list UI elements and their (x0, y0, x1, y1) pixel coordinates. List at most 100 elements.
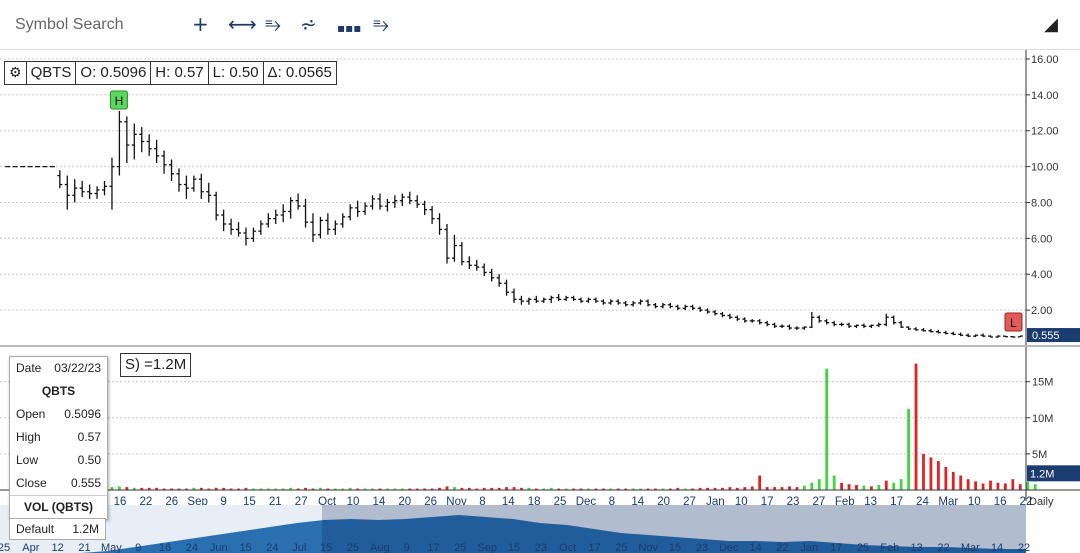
ohlc-bar (213, 191, 219, 221)
ohlc-bar (928, 328, 934, 333)
price-volume-chart[interactable]: 16.00 14.00 12.00 10.00 8.00 6.00 4.00 2.00 0.55… (0, 50, 1080, 553)
volume-bar (147, 487, 151, 490)
default-value: 1.2M (72, 522, 99, 536)
eraser-icon[interactable]: ◢ (1044, 14, 1058, 35)
ohlc-bar (451, 234, 457, 262)
ohlc-bar (131, 123, 137, 160)
volume-bar (594, 488, 598, 490)
navigator-label: 24 (266, 542, 278, 553)
ohlc-bar (407, 191, 413, 205)
ohlc-bar (764, 320, 770, 327)
date-tick-label: 8 (479, 496, 485, 508)
ray-tool-icon[interactable]: ⥱ (265, 12, 281, 36)
gear-icon[interactable]: ⚙ (4, 61, 27, 85)
dashes-tool-icon[interactable]: ▪▪▪ (337, 21, 362, 35)
volume-bar (482, 487, 486, 490)
volume-bar (817, 479, 821, 490)
close-value: 0.555 (70, 476, 101, 490)
ohlc-bar (489, 268, 495, 282)
last-price-box (1027, 328, 1080, 343)
ohlc-bar (697, 306, 703, 312)
ohlc-bar (615, 299, 621, 305)
last-volume-label: 1.2M (1030, 468, 1054, 480)
ohlc-bar (816, 315, 822, 323)
volume-bar (199, 487, 203, 490)
ohlc-bar (913, 327, 919, 331)
ohlc-bar (392, 195, 398, 208)
navigator-label: Aug (370, 542, 390, 553)
volume-bar (810, 482, 814, 490)
ohlc-bar (920, 328, 926, 332)
ohlc-bar (906, 326, 912, 330)
volume-bar (855, 484, 858, 490)
volume-bar (676, 487, 680, 490)
ohlc-bar (1002, 335, 1008, 338)
volume-bar (512, 487, 516, 490)
volume-bar (445, 486, 449, 490)
ohlc-bar (772, 322, 778, 329)
ohlc-bar (831, 320, 837, 327)
low-row: Low 0.50 (10, 449, 107, 472)
high-label: High (16, 430, 41, 444)
ohlc-bar (965, 333, 971, 338)
navigator-label: Jan (800, 542, 818, 553)
volume-bar (542, 488, 546, 490)
volume-bar (438, 487, 441, 490)
navigator-area (0, 515, 1026, 553)
volume-bar (534, 488, 538, 490)
ohlc-bar (198, 173, 204, 199)
ohlc-bar (481, 263, 487, 277)
ohlc-bar (779, 324, 785, 329)
volume-bar (118, 486, 121, 490)
volume-bar (155, 487, 159, 490)
volume-bar (192, 487, 196, 490)
ohlc-bar (474, 259, 480, 271)
volume-bar (892, 482, 896, 490)
add-tool-icon[interactable]: + (192, 12, 209, 36)
symbol-search-input[interactable]: Symbol Search (15, 16, 124, 33)
ohlc-bar (295, 193, 301, 210)
navigator-label: Jul (292, 542, 306, 553)
volume-bar (907, 409, 910, 490)
low-marker-label: L (1010, 316, 1017, 330)
navigator-label: 25 (615, 542, 627, 553)
ohlc-bar (608, 299, 614, 305)
horizontal-line-tool-icon[interactable]: ⟷ (228, 12, 257, 36)
volume-bar (825, 368, 829, 490)
ohlc-bar (273, 209, 279, 225)
ohlc-bar (883, 313, 889, 327)
volume-bar (363, 488, 367, 490)
ohlc-bar (526, 297, 532, 305)
volume-bar (207, 488, 211, 490)
navigator: 25 Apr 12 21 May 9 16 24 Jun 15 24 Jul 15 25 Aug 9 17 25 S… (0, 505, 1030, 553)
ohlc-bar (243, 227, 249, 246)
volume-bar (966, 479, 970, 490)
ohlc-bar (399, 193, 405, 207)
volume-bar (252, 488, 255, 490)
ohlc-bar (325, 213, 331, 235)
price-axis: 16.00 14.00 12.00 10.00 8.00 6.00 4.00 2.00 0.55… (0, 50, 1080, 501)
ohlc-bar (638, 299, 644, 305)
legend-delta: Δ: 0.0565 (262, 61, 337, 85)
volume-bar (274, 488, 278, 490)
volume-bar (922, 453, 925, 490)
ohlc-bar (630, 301, 636, 307)
ohlc-bar (541, 297, 547, 303)
volume-bar (356, 488, 360, 490)
ohlc-bar (384, 198, 390, 212)
ohlc-bar (72, 179, 78, 203)
close-label: Close (16, 476, 47, 490)
ohlc-bar (79, 180, 85, 198)
extend-tool-icon[interactable]: ⥱ (373, 12, 389, 36)
trend-tool-icon[interactable]: ⩫ (300, 12, 317, 36)
volume-bar (467, 487, 471, 490)
navigator-label: 14 (749, 542, 761, 553)
volume-bar (281, 488, 285, 490)
navigator-label: Apr (22, 542, 39, 553)
date-value: 03/22/23 (54, 361, 101, 375)
volume-bar (460, 487, 464, 490)
volume-bar (869, 486, 873, 490)
low-marker (1004, 312, 1023, 332)
volume-bar (244, 487, 248, 490)
ohlc-bar (355, 200, 361, 217)
